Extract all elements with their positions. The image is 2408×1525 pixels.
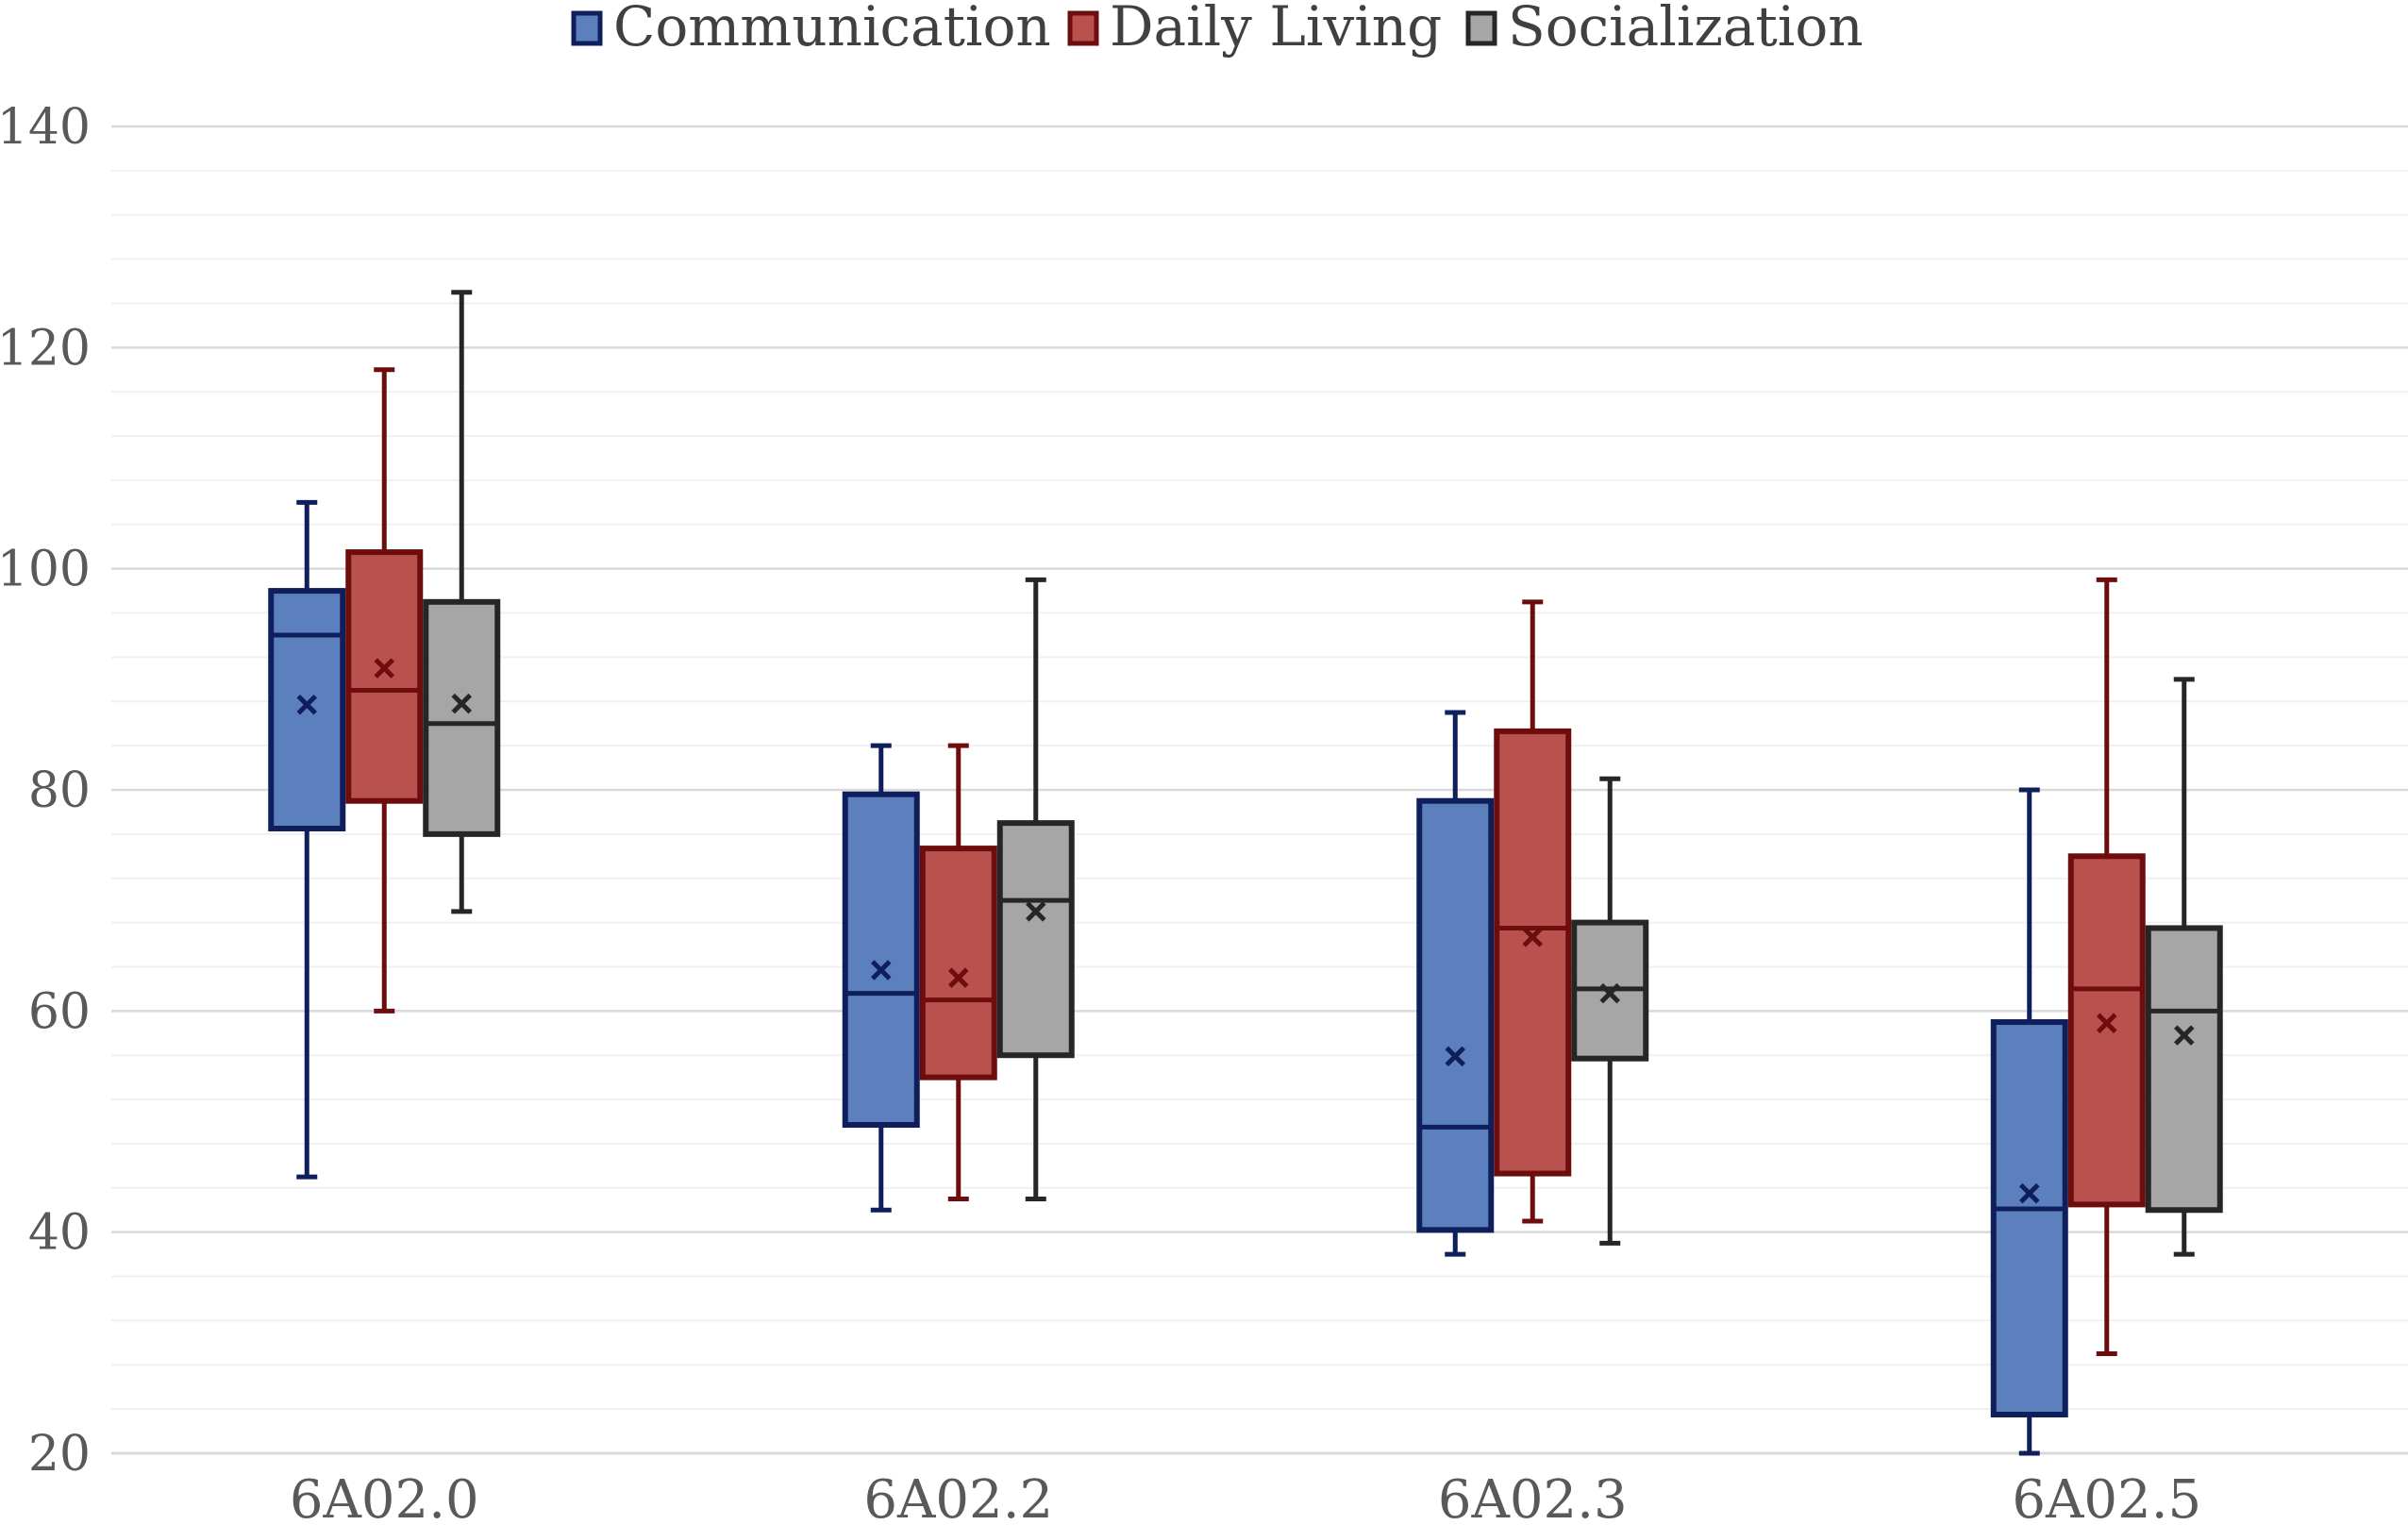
box-iqr [1990,1019,2068,1417]
mean-marker [374,658,395,679]
mean-marker [1522,927,1544,947]
box-iqr [423,598,501,837]
box-iqr [1416,797,1495,1233]
box-group [1990,577,2223,1456]
mean-marker [2018,1182,2040,1204]
mean-marker [870,960,892,980]
legend: Communication Daily Living Socialization [571,0,1864,59]
x-category-label: 6A02.5 [2012,1469,2201,1525]
legend-label: Communication [613,0,1051,59]
y-tick-label: 20 [28,1426,91,1483]
y-tick-label: 80 [28,762,91,819]
legend-item: Socialization [1465,0,1864,59]
x-axis: 6A02.0 6A02.2 6A02.3 6A02.5 [111,1451,2408,1525]
box-group [1416,599,1649,1257]
box-iqr [919,846,997,1081]
mean-marker [947,967,969,988]
box-iqr [996,820,1075,1059]
mean-marker [2096,1013,2117,1033]
y-tick-label: 60 [28,983,91,1040]
box-iqr [345,549,424,804]
legend-item: Communication [571,0,1051,59]
box-group [842,577,1075,1213]
legend-swatch [1465,10,1497,46]
box-iqr [2067,853,2146,1208]
legend-swatch [571,10,603,46]
x-category-label: 6A02.0 [290,1469,479,1525]
box-iqr [268,588,346,832]
box-iqr [1494,728,1572,1177]
y-tick-label: 100 [0,542,91,598]
mean-marker [2173,1025,2195,1046]
y-tick-label: 40 [28,1205,91,1262]
y-tick-label: 140 [0,99,91,156]
box-groups [268,290,2223,1456]
mean-marker [1445,1046,1466,1067]
legend-swatch [1067,10,1099,46]
x-category-label: 6A02.2 [863,1469,1053,1525]
box-iqr [842,791,920,1129]
x-category-label: 6A02.3 [1438,1469,1628,1525]
box-group [268,290,501,1180]
legend-label: Daily Living [1110,0,1442,59]
mean-marker [296,695,318,715]
gridlines [111,125,2408,1411]
y-axis-ticks: 20 40 60 80 100 120 140 [0,99,91,1483]
mean-marker [1599,982,1621,1004]
legend-label: Socialization [1508,0,1864,59]
y-tick-label: 120 [0,320,91,377]
mean-marker [451,693,473,714]
legend-item: Daily Living [1067,0,1442,59]
box-iqr [2145,925,2223,1214]
mean-marker [1025,901,1046,922]
